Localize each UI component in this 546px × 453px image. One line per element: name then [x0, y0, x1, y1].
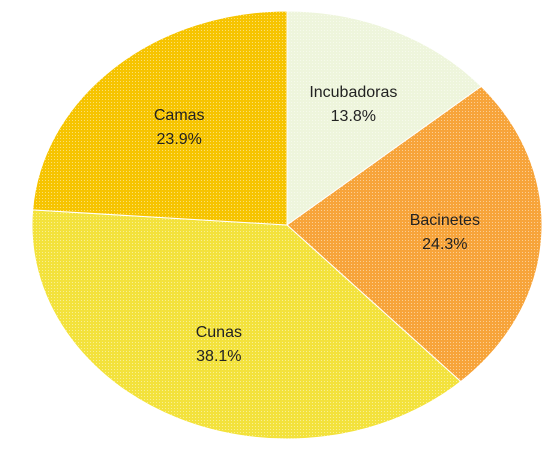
- slice-texture: [287, 86, 542, 382]
- slice-label: Cunas: [196, 324, 242, 341]
- slice-value: 38.1%: [196, 348, 241, 365]
- slice-label: Camas: [154, 107, 205, 124]
- slice-label: Incubadoras: [309, 84, 397, 101]
- slice-value: 24.3%: [422, 236, 467, 253]
- slice-value: 13.8%: [331, 108, 376, 125]
- slice-texture: [32, 11, 288, 225]
- slice-label: Bacinetes: [410, 212, 480, 229]
- slice-value: 23.9%: [157, 131, 202, 148]
- slice-texture: [31, 209, 461, 440]
- slice-texture: [287, 11, 482, 225]
